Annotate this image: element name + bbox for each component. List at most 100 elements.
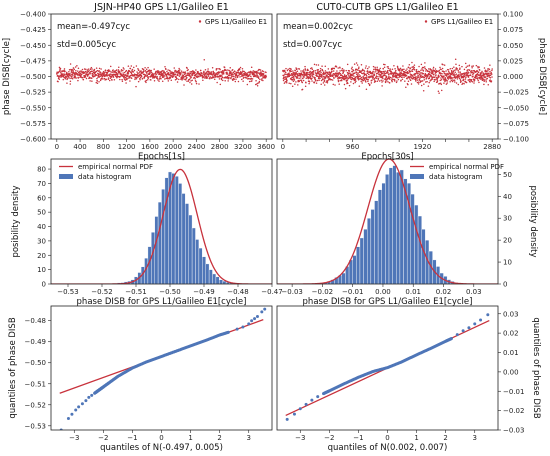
data-point — [250, 66, 253, 68]
data-point — [444, 73, 447, 75]
data-point — [467, 72, 469, 75]
data-point — [288, 82, 290, 85]
data-point — [382, 63, 385, 66]
data-point — [249, 73, 251, 76]
data-point — [362, 76, 365, 78]
data-point — [150, 79, 152, 81]
data-point — [422, 72, 425, 75]
data-point — [360, 63, 363, 66]
data-point — [451, 80, 454, 83]
data-point — [165, 68, 167, 70]
data-point — [101, 77, 103, 79]
data-point — [428, 81, 430, 84]
data-point — [73, 68, 76, 71]
qq-point — [461, 329, 465, 333]
data-point — [397, 78, 400, 81]
data-point — [368, 75, 370, 78]
data-point — [139, 79, 141, 81]
data-point — [420, 63, 423, 66]
y-tick-label: −0.500 — [20, 73, 46, 81]
data-point — [222, 77, 224, 79]
data-point — [96, 77, 98, 80]
data-point — [337, 67, 339, 69]
data-point — [361, 82, 363, 84]
data-point — [146, 70, 149, 73]
data-point — [420, 84, 423, 87]
data-point — [186, 76, 188, 79]
data-point — [387, 72, 389, 74]
data-point — [339, 67, 341, 69]
data-point — [364, 78, 366, 81]
data-point — [67, 77, 69, 80]
data-point — [194, 77, 196, 80]
data-point — [469, 81, 471, 83]
histogram-bar — [191, 227, 196, 284]
data-point — [476, 74, 479, 76]
data-point — [107, 77, 110, 79]
data-point — [81, 68, 84, 71]
qq-point — [285, 417, 289, 421]
x-axis-label: phase DISB for GPS L1/Galileo E1[cycle] — [77, 297, 247, 307]
data-point — [387, 65, 389, 68]
data-point — [443, 75, 445, 77]
data-point — [381, 72, 384, 75]
data-point — [447, 70, 450, 73]
data-point — [335, 66, 338, 68]
data-point — [457, 69, 459, 72]
data-point — [89, 68, 92, 71]
data-point — [219, 68, 221, 71]
data-point — [183, 75, 185, 78]
data-point — [468, 64, 471, 67]
data-point — [361, 68, 364, 71]
histogram-bar — [381, 182, 386, 284]
data-point — [375, 68, 377, 71]
data-point — [387, 80, 389, 83]
data-point — [121, 80, 124, 83]
data-point — [453, 66, 455, 68]
data-point — [298, 80, 300, 83]
data-point — [222, 71, 225, 73]
data-point — [420, 74, 422, 76]
data-point — [420, 69, 422, 71]
data-point — [380, 79, 382, 81]
data-point — [152, 73, 155, 75]
data-point — [369, 83, 371, 86]
data-point — [300, 70, 302, 72]
data-point — [455, 82, 458, 84]
data-point — [190, 83, 193, 85]
y-tick-label: 50 — [503, 171, 512, 179]
data-point — [337, 80, 340, 83]
y-tick-label: 80 — [37, 166, 46, 174]
y-tick-label: 10 — [37, 266, 46, 274]
data-point — [325, 81, 327, 83]
data-point — [422, 89, 425, 92]
data-point — [114, 71, 117, 73]
data-point — [291, 78, 294, 81]
data-point — [311, 77, 313, 80]
data-point — [317, 69, 320, 71]
y-tick-label: −0.450 — [20, 42, 46, 50]
y-tick-label: −0.53 — [25, 422, 46, 430]
data-point — [63, 68, 66, 70]
data-point — [440, 89, 443, 92]
x-tick-label: −0.50 — [159, 288, 180, 296]
histogram-bar — [185, 203, 189, 284]
data-point — [187, 69, 189, 71]
data-point — [209, 77, 211, 80]
data-point — [84, 76, 87, 78]
x-tick-label: 0 — [55, 143, 59, 151]
data-point — [190, 76, 192, 79]
data-point — [155, 71, 158, 73]
data-point — [396, 77, 398, 79]
data-point — [475, 64, 478, 67]
data-point — [321, 74, 323, 77]
data-point — [158, 78, 161, 80]
data-point — [175, 76, 178, 78]
data-point — [317, 64, 320, 66]
data-point — [120, 70, 122, 72]
data-point — [103, 74, 106, 76]
data-point — [143, 77, 146, 79]
x-tick-label: 2000 — [164, 143, 182, 151]
data-point — [209, 73, 211, 76]
